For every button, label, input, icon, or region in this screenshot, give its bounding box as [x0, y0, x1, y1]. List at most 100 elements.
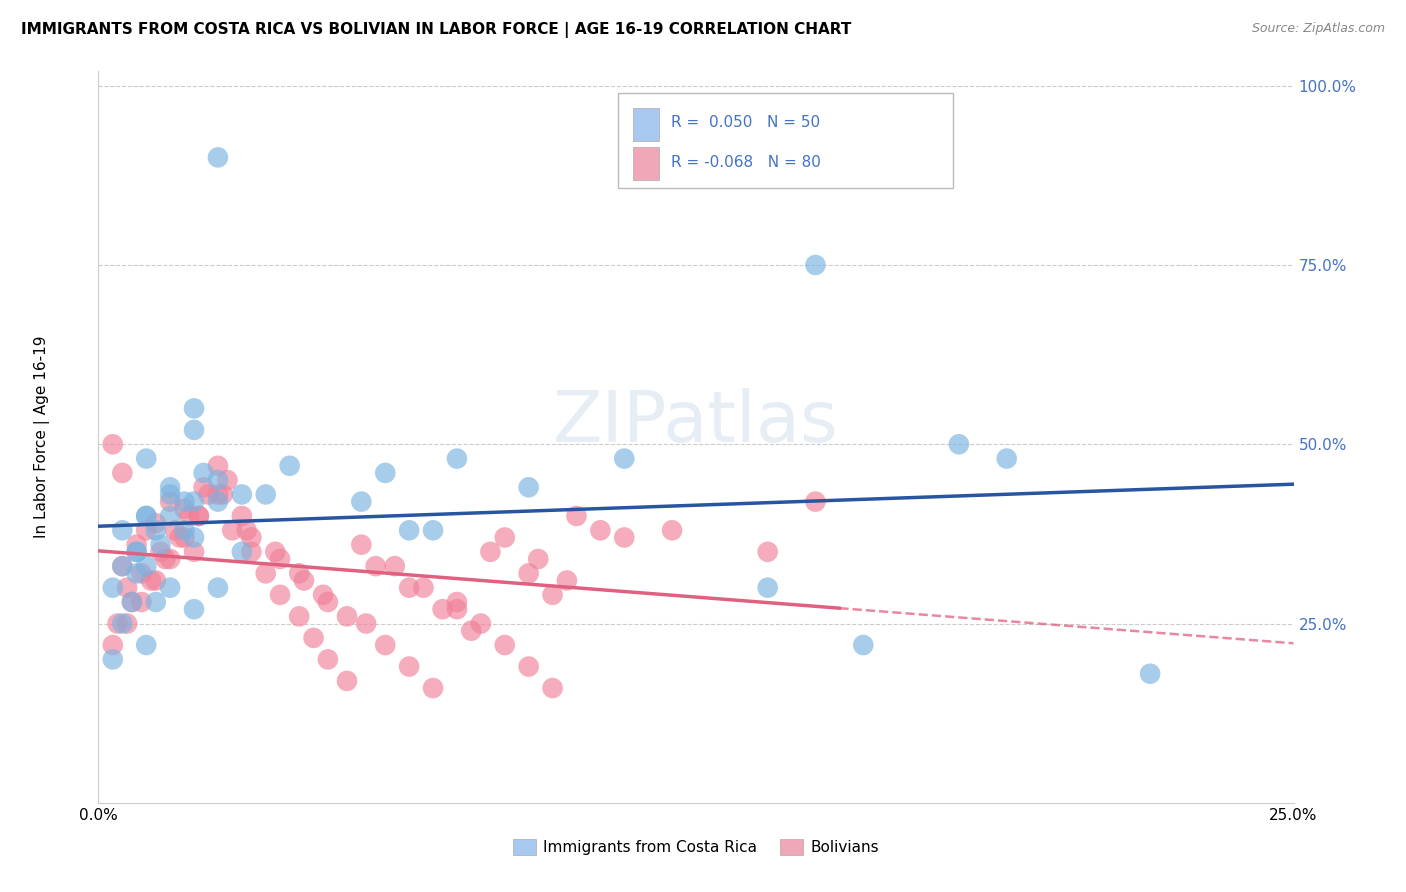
Point	[432, 602, 454, 616]
Point	[163, 524, 186, 538]
Point	[183, 494, 205, 508]
Point	[804, 258, 827, 272]
Point	[316, 652, 339, 666]
Point	[115, 616, 138, 631]
Point	[111, 559, 134, 574]
Point	[135, 638, 157, 652]
Point	[264, 545, 287, 559]
Point	[159, 552, 181, 566]
Point	[145, 595, 167, 609]
Point	[336, 673, 359, 688]
Point	[995, 451, 1018, 466]
FancyBboxPatch shape	[619, 94, 953, 188]
Legend: Immigrants from Costa Rica, Bolivians: Immigrants from Costa Rica, Bolivians	[506, 833, 886, 861]
Point	[121, 595, 143, 609]
Point	[240, 531, 263, 545]
Point	[221, 524, 243, 538]
Point	[145, 574, 167, 588]
Point	[852, 638, 875, 652]
Point	[125, 566, 148, 581]
Point	[412, 581, 434, 595]
Point	[254, 487, 277, 501]
Point	[398, 524, 420, 538]
Point	[173, 531, 195, 545]
Point	[101, 638, 124, 652]
Point	[517, 566, 540, 581]
Point	[804, 494, 827, 508]
Point	[422, 524, 444, 538]
Point	[446, 602, 468, 616]
Point	[111, 524, 134, 538]
Point	[384, 559, 406, 574]
Y-axis label: In Labor Force | Age 16-19: In Labor Force | Age 16-19	[34, 335, 49, 539]
Point	[312, 588, 335, 602]
Point	[135, 524, 157, 538]
Point	[121, 595, 143, 609]
Point	[193, 480, 215, 494]
Point	[169, 531, 191, 545]
Point	[193, 466, 215, 480]
Point	[292, 574, 315, 588]
Bar	[633, 146, 659, 179]
Point	[1139, 666, 1161, 681]
Point	[159, 581, 181, 595]
Point	[207, 150, 229, 164]
Point	[269, 588, 291, 602]
Point	[179, 508, 201, 523]
Point	[173, 494, 195, 508]
Text: IMMIGRANTS FROM COSTA RICA VS BOLIVIAN IN LABOR FORCE | AGE 16-19 CORRELATION CH: IMMIGRANTS FROM COSTA RICA VS BOLIVIAN I…	[21, 22, 852, 38]
Point	[354, 616, 377, 631]
Text: R =  0.050   N = 50: R = 0.050 N = 50	[671, 115, 820, 130]
Point	[254, 566, 277, 581]
Point	[494, 638, 516, 652]
Point	[948, 437, 970, 451]
Point	[336, 609, 359, 624]
Point	[101, 652, 124, 666]
Point	[613, 531, 636, 545]
Point	[207, 581, 229, 595]
Point	[398, 581, 420, 595]
Point	[207, 473, 229, 487]
Point	[494, 531, 516, 545]
Point	[460, 624, 482, 638]
Point	[422, 681, 444, 695]
Point	[316, 595, 339, 609]
Point	[207, 458, 229, 473]
Point	[107, 616, 129, 631]
Point	[173, 501, 195, 516]
Point	[149, 545, 172, 559]
Point	[541, 588, 564, 602]
Point	[269, 552, 291, 566]
Point	[145, 516, 167, 530]
Point	[302, 631, 325, 645]
Point	[350, 538, 373, 552]
Point	[101, 437, 124, 451]
Point	[374, 466, 396, 480]
Point	[125, 538, 148, 552]
Point	[364, 559, 387, 574]
Point	[288, 609, 311, 624]
Point	[479, 545, 502, 559]
Point	[207, 487, 229, 501]
Point	[470, 616, 492, 631]
Point	[187, 508, 209, 523]
Point	[661, 524, 683, 538]
Point	[111, 559, 134, 574]
Point	[517, 480, 540, 494]
Point	[125, 545, 148, 559]
Point	[517, 659, 540, 673]
Point	[197, 487, 219, 501]
Point	[527, 552, 550, 566]
Point	[446, 595, 468, 609]
Point	[555, 574, 578, 588]
Point	[446, 451, 468, 466]
Text: Source: ZipAtlas.com: Source: ZipAtlas.com	[1251, 22, 1385, 36]
Point	[115, 581, 138, 595]
Point	[159, 487, 181, 501]
Point	[398, 659, 420, 673]
Point	[145, 524, 167, 538]
Point	[173, 524, 195, 538]
Point	[183, 531, 205, 545]
Point	[231, 487, 253, 501]
Point	[101, 581, 124, 595]
